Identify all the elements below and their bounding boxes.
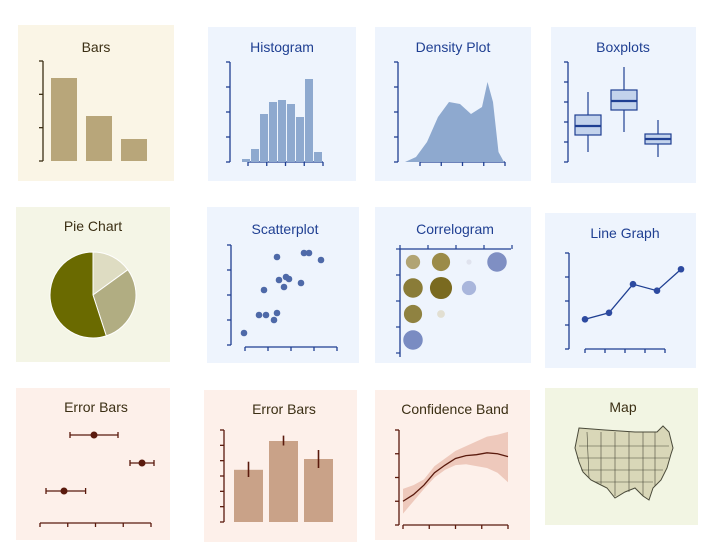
line-point: [630, 281, 637, 288]
histogram-bar: [287, 104, 295, 162]
bar: [86, 116, 112, 161]
scatter-point: [241, 330, 248, 337]
bars-chart: Bars: [18, 25, 174, 181]
boxplots-chart: Boxplots: [551, 27, 696, 183]
correlogram-chart: Correlogram: [375, 207, 531, 363]
pie-chart: Pie Chart: [16, 207, 170, 362]
correlogram-cell: [403, 330, 423, 350]
pie-title: Pie Chart: [64, 218, 122, 234]
scatter-point: [281, 284, 288, 291]
errorbar-v-bar: [269, 441, 298, 522]
linegraph-title: Line Graph: [590, 225, 659, 241]
scatter-point: [263, 312, 270, 319]
scatter-point: [261, 287, 268, 294]
errorbar-v-bar: [304, 459, 333, 522]
correlogram-cell: [406, 255, 420, 269]
histogram-bar: [251, 149, 259, 162]
line-point: [654, 287, 661, 294]
errorbars-h-chart: Error Bars: [16, 388, 170, 540]
histogram-bar: [305, 79, 313, 162]
confidence-title: Confidence Band: [401, 401, 508, 417]
tile-pie: Pie Chart: [16, 207, 170, 362]
errorbars-v-chart: Error Bars: [204, 390, 357, 542]
scatter-point: [306, 250, 313, 257]
scatter-point: [318, 257, 325, 264]
correlogram-cell: [462, 281, 476, 295]
line-point: [582, 316, 589, 323]
line-point: [678, 266, 685, 273]
bar: [51, 78, 77, 161]
correlogram-cell: [403, 278, 423, 298]
errorbar-v-bar: [234, 470, 263, 522]
density-chart: Density Plot: [375, 27, 531, 181]
histogram-bar: [314, 152, 322, 162]
errorbar-h-point: [139, 460, 146, 467]
linegraph-chart: Line Graph: [545, 213, 696, 368]
histogram-chart: Histogram: [208, 27, 356, 181]
correlogram-cell: [404, 305, 422, 323]
tile-boxplots: Boxplots: [551, 27, 696, 183]
correlogram-cell: [487, 252, 507, 272]
bar: [121, 139, 147, 161]
tile-confidence: Confidence Band: [375, 390, 530, 540]
correlogram-cell: [432, 253, 450, 271]
tile-scatter: Scatterplot: [207, 207, 359, 363]
errorbars-h-title: Error Bars: [64, 399, 128, 415]
histogram-bar: [296, 117, 304, 162]
confidence-chart: Confidence Band: [375, 390, 530, 540]
tile-histogram: Histogram: [208, 27, 356, 181]
map-title: Map: [609, 399, 636, 415]
scatter-title: Scatterplot: [252, 221, 319, 237]
scatter-point: [271, 317, 278, 324]
scatter-point: [298, 280, 305, 287]
histogram-title: Histogram: [250, 39, 314, 55]
map-chart: Map: [545, 388, 698, 525]
histogram-bar: [269, 102, 277, 162]
boxplots-title: Boxplots: [596, 39, 650, 55]
errorbar-h-point: [91, 432, 98, 439]
correlogram-cell: [466, 259, 471, 264]
errorbars-v-title: Error Bars: [252, 401, 316, 417]
density-title: Density Plot: [416, 39, 491, 55]
scatter-point: [276, 277, 283, 284]
tile-map: Map: [545, 388, 698, 525]
tile-bars: Bars: [18, 25, 174, 181]
tile-correlogram: Correlogram: [375, 207, 531, 363]
scatter-point: [286, 276, 293, 283]
tile-density: Density Plot: [375, 27, 531, 181]
histogram-bar: [260, 114, 268, 162]
histogram-bar: [242, 159, 250, 162]
correlogram-title: Correlogram: [416, 221, 494, 237]
scatter-point: [256, 312, 263, 319]
tile-errorbars-v: Error Bars: [204, 390, 357, 542]
correlogram-cell: [437, 310, 445, 318]
line-point: [606, 310, 613, 317]
scatter-point: [274, 254, 281, 261]
histogram-bar: [278, 100, 286, 162]
correlogram-cell: [430, 277, 452, 299]
errorbar-h-point: [61, 488, 68, 495]
tile-errorbars-h: Error Bars: [16, 388, 170, 540]
scatter-chart: Scatterplot: [207, 207, 359, 363]
scatter-point: [274, 310, 281, 317]
bars-title: Bars: [82, 39, 111, 55]
tile-linegraph: Line Graph: [545, 213, 696, 368]
